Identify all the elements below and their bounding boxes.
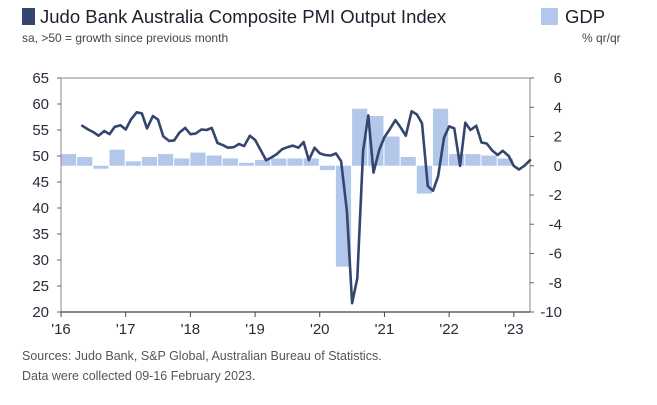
left-tick-label-25: 25 <box>32 278 49 295</box>
right-tick-label--6: -6 <box>549 246 562 263</box>
gdp-bar-5 <box>141 156 158 166</box>
x-tick-label-2023: '23 <box>504 321 524 338</box>
gdp-bar-26 <box>481 155 497 166</box>
gdp-bar-2 <box>93 165 109 169</box>
x-tick-label-2018: '18 <box>181 321 201 338</box>
gdp-bar-23 <box>432 108 449 166</box>
gdp-bar-13 <box>271 158 287 166</box>
left-tick-label-60: 60 <box>32 96 49 113</box>
right-tick-label--8: -8 <box>549 275 562 292</box>
left-tick-label-30: 30 <box>32 252 49 269</box>
gdp-bar-27 <box>497 158 513 166</box>
x-tick-label-2016: '16 <box>51 321 71 338</box>
left-tick-label-20: 20 <box>32 304 49 321</box>
gdp-bar-12 <box>255 159 271 166</box>
right-tick-label-2: 2 <box>554 129 562 146</box>
left-tick-label-40: 40 <box>32 200 49 217</box>
gdp-bar-16 <box>319 165 335 171</box>
left-tick-label-55: 55 <box>32 122 49 139</box>
gdp-bar-7 <box>174 158 190 166</box>
right-tick-label-4: 4 <box>554 99 562 116</box>
right-tick-label-6: 6 <box>554 70 562 87</box>
pmi-line <box>81 110 532 305</box>
x-tick-label-2017: '17 <box>116 321 136 338</box>
gdp-bar-21 <box>400 156 416 166</box>
gdp-legend-swatch <box>541 8 558 25</box>
gdp-bar-14 <box>287 158 303 166</box>
gdp-bar-8 <box>190 152 206 166</box>
gdp-bar-9 <box>206 155 222 166</box>
gdp-bar-3 <box>109 149 125 166</box>
right-tick-label-0: 0 <box>554 158 562 175</box>
gdp-bar-25 <box>465 154 481 166</box>
left-tick-label-65: 65 <box>32 70 49 87</box>
gdp-bar-17 <box>335 165 352 267</box>
gdp-legend-label: GDP <box>565 6 606 27</box>
right-tick-label--4: -4 <box>549 216 562 233</box>
plot-frame <box>60 77 531 313</box>
x-tick-label-2019: '19 <box>245 321 265 338</box>
x-tick-label-2021: '21 <box>375 321 395 338</box>
sources-note: Sources: Judo Bank, S&P Global, Australi… <box>22 349 382 363</box>
gdp-unit-label: % qr/qr <box>582 31 621 45</box>
gdp-bar-1 <box>77 156 93 166</box>
gdp-bar-4 <box>125 161 141 166</box>
x-tick-label-2020: '20 <box>310 321 330 338</box>
right-tick-label--10: -10 <box>540 304 562 321</box>
gdp-bar-11 <box>238 162 255 166</box>
gdp-bar-0 <box>61 154 77 166</box>
left-tick-label-45: 45 <box>32 174 49 191</box>
gdp-bar-15 <box>303 158 319 166</box>
gdp-bar-6 <box>158 154 174 166</box>
gdp-bar-20 <box>384 136 400 166</box>
collection-note: Data were collected 09-16 February 2023. <box>22 369 256 383</box>
chart-subtitle: sa, >50 = growth since previous month <box>22 31 229 45</box>
right-tick-label--2: -2 <box>549 187 562 204</box>
x-tick-label-2022: '22 <box>439 321 459 338</box>
pmi-legend-swatch <box>22 8 35 25</box>
chart-title: Judo Bank Australia Composite PMI Output… <box>40 6 447 27</box>
gdp-bar-10 <box>222 158 238 166</box>
left-tick-label-35: 35 <box>32 226 49 243</box>
left-tick-label-50: 50 <box>32 148 49 165</box>
gdp-bar-24 <box>449 154 465 166</box>
